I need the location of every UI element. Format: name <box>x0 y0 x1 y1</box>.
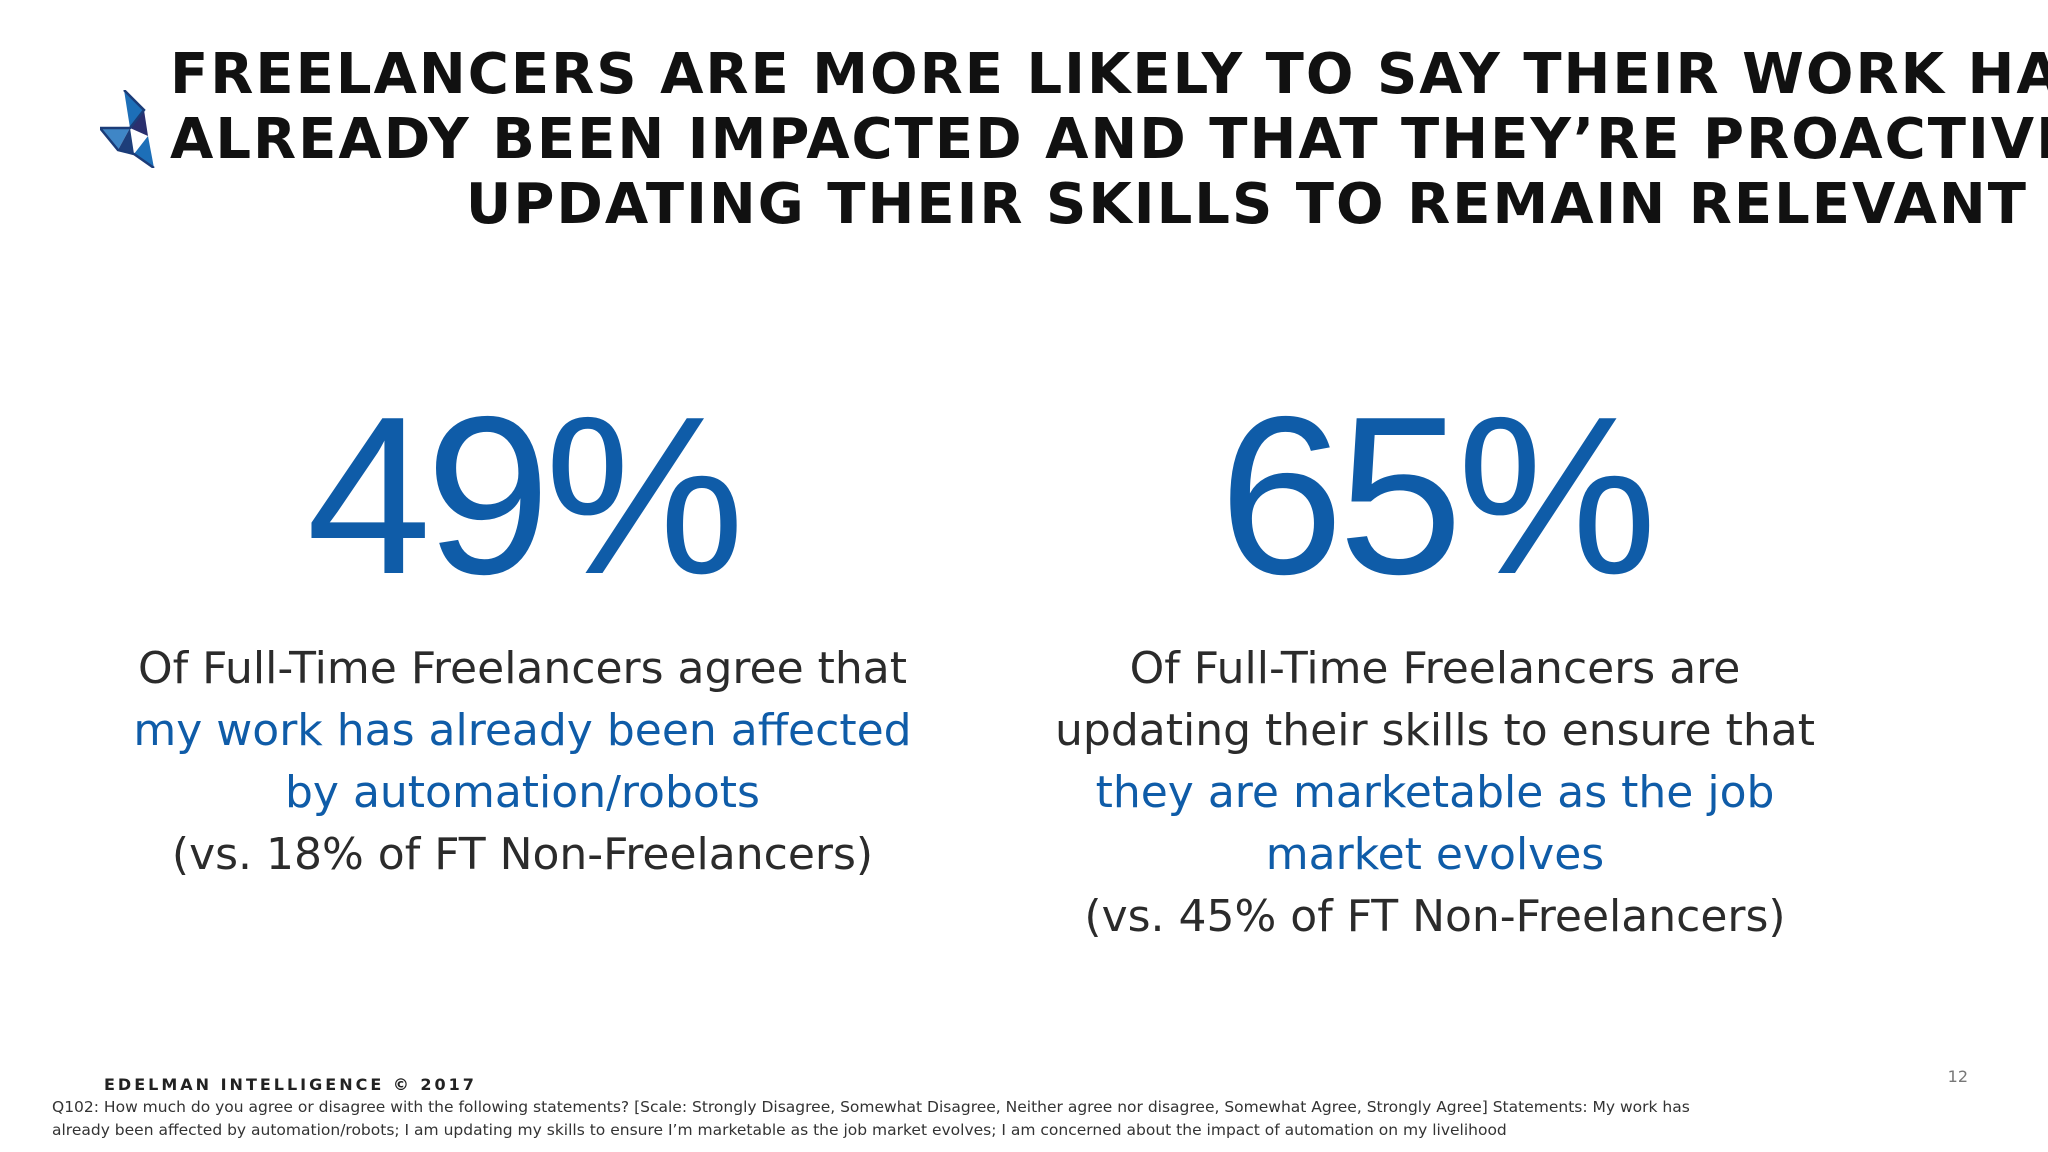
stat-highlight-line: they are marketable as the job <box>1095 767 1775 818</box>
stat-value: 65% <box>1218 369 1657 621</box>
stat-block-updating-skills: 65% Of Full-Time Freelancers are updatin… <box>1010 375 1860 948</box>
stat-highlight-line: by automation/robots <box>285 767 760 818</box>
slide-title: FREELANCERS ARE MORE LIKELY TO SAY THEIR… <box>170 42 2048 237</box>
stat-description-line: Of Full-Time Freelancers agree that <box>137 643 908 694</box>
page-number: 12 <box>1947 1067 1968 1086</box>
slide-title-line-2: ALREADY BEEN IMPACTED AND THAT THEY’RE P… <box>170 107 2048 172</box>
stat-description: Of Full-Time Freelancers are updating th… <box>1010 638 1860 948</box>
slide-title-line-1: FREELANCERS ARE MORE LIKELY TO SAY THEIR… <box>170 42 2048 107</box>
stat-block-automation-affected: 49% Of Full-Time Freelancers agree that … <box>100 375 945 886</box>
stat-description: Of Full-Time Freelancers agree that my w… <box>100 638 945 886</box>
stat-comparison: (vs. 18% of FT Non-Freelancers) <box>171 829 874 880</box>
stat-description-line: Of Full-Time Freelancers are <box>1129 643 1741 694</box>
stat-description-line: updating their skills to ensure that <box>1055 705 1815 756</box>
slide-title-line-3: UPDATING THEIR SKILLS TO REMAIN RELEVANT <box>465 172 2028 237</box>
footer-brand: EDELMAN INTELLIGENCE © 2017 <box>104 1075 477 1094</box>
stat-value: 49% <box>306 369 744 621</box>
stat-highlight-line: market evolves <box>1265 829 1605 880</box>
edelman-triangle-logo-icon <box>100 90 155 168</box>
survey-footnote: Q102: How much do you agree or disagree … <box>52 1096 2012 1142</box>
footnote-line: Q102: How much do you agree or disagree … <box>52 1098 1690 1116</box>
stat-highlight-line: my work has already been affected <box>133 705 912 756</box>
footnote-line: already been affected by automation/robo… <box>52 1121 1507 1139</box>
stat-comparison: (vs. 45% of FT Non-Freelancers) <box>1084 891 1786 942</box>
